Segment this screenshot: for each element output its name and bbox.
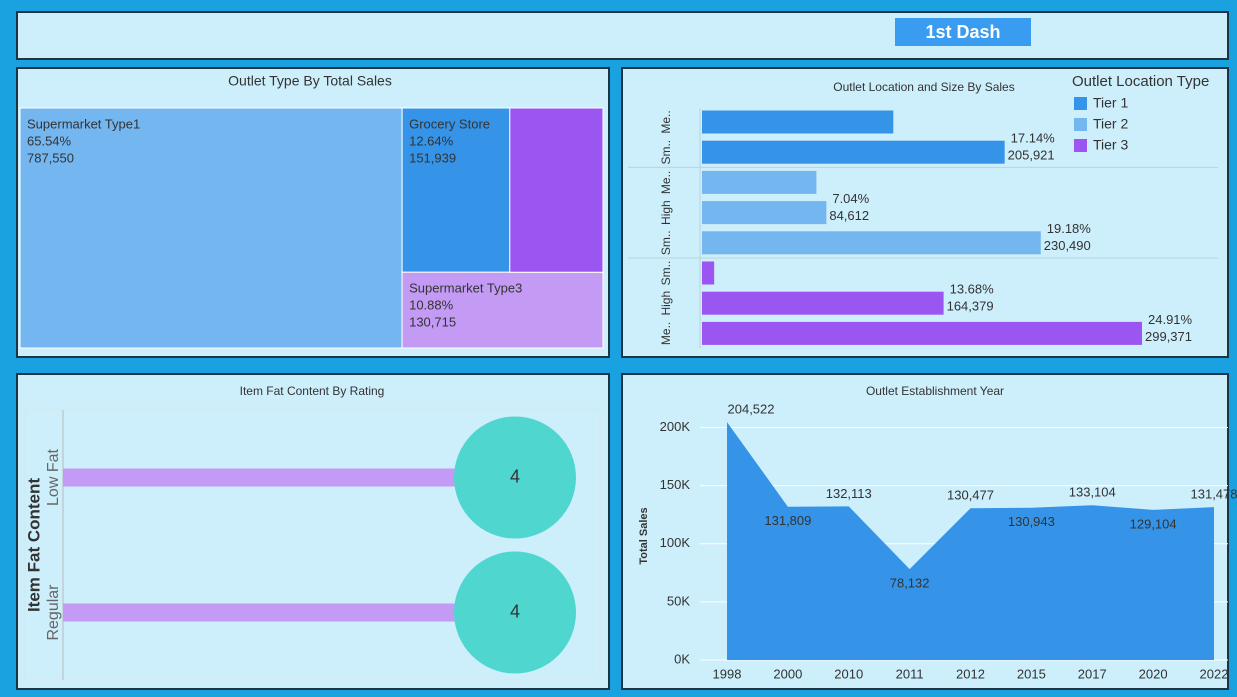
cell-value: 787,550	[27, 150, 74, 165]
bar-value: 164,379	[947, 299, 994, 314]
bar-percent: 19.18%	[1047, 221, 1092, 236]
bar	[702, 110, 894, 134]
x-tick-label: 2017	[1078, 666, 1107, 681]
lollipop-bar	[63, 468, 515, 487]
y-tick-label: 50K	[667, 593, 690, 608]
bar	[702, 170, 817, 194]
x-tick-label: 2000	[773, 666, 802, 681]
bar	[702, 291, 944, 315]
x-tick-label: 2015	[1017, 666, 1046, 681]
treemap-cell	[401, 271, 604, 349]
point-label: 129,104	[1130, 516, 1177, 531]
point-label: 130,477	[947, 488, 994, 503]
x-tick-label: 1998	[713, 666, 742, 681]
bar	[702, 261, 715, 285]
plot-area	[24, 409, 601, 681]
chart-title: Item Fat Content By Rating	[240, 384, 385, 398]
y-tick-label: 150K	[660, 477, 691, 492]
bar-value: 84,612	[829, 208, 869, 223]
cell-percent: 12.64%	[409, 133, 454, 148]
bar	[702, 321, 1142, 345]
point-label: 133,104	[1069, 485, 1116, 500]
cell-percent: 65.54%	[27, 133, 72, 148]
x-tick-label: 2020	[1139, 666, 1168, 681]
legend-swatch	[1074, 118, 1087, 131]
bar-category: Me..	[659, 110, 673, 133]
legend-swatch	[1074, 139, 1087, 152]
y-tick-label: 0K	[674, 651, 690, 666]
treemap-cell	[509, 107, 604, 273]
bar-value: 205,921	[1008, 148, 1055, 163]
dash-title: 1st Dash	[925, 22, 1000, 42]
title-button[interactable]	[895, 18, 1031, 46]
dot-label: 4	[510, 466, 520, 486]
bar-value: 230,490	[1044, 238, 1091, 253]
bar-category: Sm..	[659, 140, 673, 165]
point-label: 132,113	[826, 486, 872, 501]
bar-category: Sm..	[659, 230, 673, 255]
point-label: 78,132	[890, 576, 930, 591]
axis-title: Total Sales	[638, 507, 650, 564]
lollipop-dot	[454, 416, 576, 539]
cell-value: 130,715	[409, 315, 456, 330]
bar-category: High	[659, 200, 673, 225]
cell-label: Supermarket Type1	[27, 116, 140, 131]
point-label: 131,478	[1191, 487, 1237, 502]
area	[727, 422, 1214, 660]
bar-percent: 24.91%	[1148, 312, 1193, 327]
axis-title: Item Fat Content	[24, 478, 43, 612]
x-tick-label: 2022	[1200, 666, 1229, 681]
bar-value: 299,371	[1145, 329, 1192, 344]
bar-category: High	[659, 291, 673, 316]
chart-title: Outlet Type By Total Sales	[228, 73, 392, 89]
legend-label: Tier 1	[1093, 95, 1128, 111]
bar-percent: 17.14%	[1011, 131, 1056, 146]
lollipop-dot	[454, 551, 576, 674]
legend-label: Tier 3	[1093, 137, 1128, 153]
bar-category: Me..	[659, 322, 673, 345]
cell-label: Supermarket Type3	[409, 281, 522, 296]
legend-swatch	[1074, 97, 1087, 110]
bar-percent: 7.04%	[832, 191, 869, 206]
treemap-cell	[19, 107, 403, 349]
point-label: 131,809	[764, 513, 811, 528]
chart-title: Outlet Location and Size By Sales	[833, 80, 1014, 94]
category-label: Regular	[45, 584, 62, 641]
bar	[702, 140, 1005, 164]
bar-percent: 13.68%	[950, 282, 995, 297]
bar-category: Sm..	[659, 261, 673, 286]
cell-percent: 10.88%	[409, 298, 454, 313]
bar-category: Me..	[659, 171, 673, 194]
treemap-cell	[401, 107, 511, 273]
category-label: Low Fat	[45, 448, 62, 505]
point-label: 130,943	[1008, 514, 1055, 529]
x-tick-label: 2011	[896, 666, 924, 681]
y-tick-label: 100K	[660, 535, 691, 550]
bar	[702, 231, 1041, 255]
legend-label: Tier 2	[1093, 116, 1128, 132]
bar	[702, 201, 827, 225]
x-tick-label: 2012	[956, 666, 985, 681]
legend-title: Outlet Location Type	[1072, 73, 1209, 90]
chart-title: Outlet Establishment Year	[866, 384, 1004, 398]
header-panel	[16, 11, 1229, 60]
lollipop-bar	[63, 603, 515, 622]
cell-value: 151,939	[409, 150, 456, 165]
y-tick-label: 200K	[660, 419, 691, 434]
point-label: 204,522	[728, 402, 775, 417]
dot-label: 4	[510, 601, 520, 621]
cell-label: Grocery Store	[409, 116, 490, 131]
x-tick-label: 2010	[834, 666, 863, 681]
